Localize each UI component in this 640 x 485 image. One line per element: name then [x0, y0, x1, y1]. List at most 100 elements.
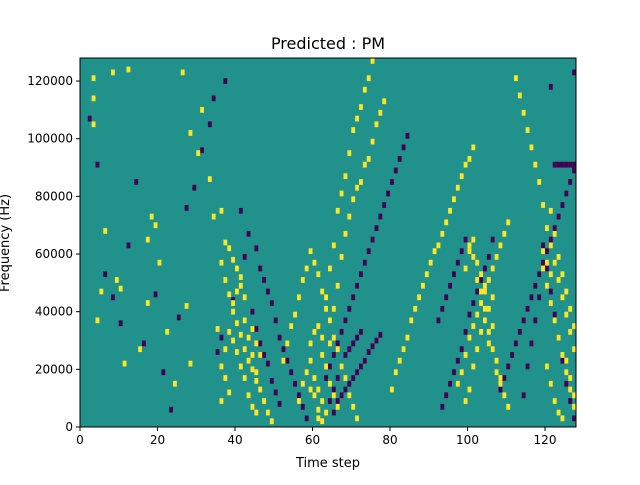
- heatmap-cell-negative-116: [514, 340, 518, 347]
- heatmap-cell-positive-152: [428, 259, 433, 266]
- heatmap-cell-positive-141: [382, 98, 387, 105]
- heatmap-cell-positive-82: [320, 288, 325, 295]
- heatmap-cell-positive-138: [370, 138, 375, 145]
- heatmap-cell-negative-4: [118, 320, 123, 327]
- heatmap-cell-positive-125: [366, 75, 371, 82]
- heatmap-cell-positive-67: [254, 369, 259, 376]
- heatmap-cell-negative-110: [486, 254, 491, 260]
- heatmap-cell-positive-170: [479, 300, 484, 306]
- heatmap-cell-positive-124: [362, 86, 367, 93]
- heatmap-cell-negative-76: [359, 328, 363, 335]
- heatmap-cell-negative-148: [572, 415, 577, 422]
- heatmap-cell-positive-59: [223, 346, 228, 353]
- heatmap-cell-negative-20: [231, 297, 236, 304]
- heatmap-cell-positive-205: [494, 369, 499, 376]
- heatmap-cell-positive-116: [331, 242, 336, 249]
- heatmap-cell-positive-223: [545, 363, 549, 370]
- heatmap-cell-positive-81: [316, 271, 321, 278]
- heatmap-cell-negative-139: [548, 83, 553, 90]
- heatmap-cell-negative-6: [134, 179, 139, 185]
- heatmap-cell-negative-40: [285, 357, 290, 364]
- heatmap-cell-negative-112: [498, 386, 503, 393]
- heatmap-cell-positive-38: [219, 259, 224, 266]
- heatmap-cell-positive-186: [463, 265, 468, 272]
- heatmap-cell-positive-151: [424, 271, 429, 278]
- heatmap-cell-negative-73: [347, 346, 352, 353]
- heatmap-cell-positive-102: [331, 392, 336, 399]
- heatmap-cell-positive-58: [219, 363, 224, 370]
- heatmap-cell-positive-215: [545, 225, 549, 231]
- heatmap-cell-positive-247: [564, 357, 569, 364]
- heatmap-cell-positive-14: [219, 207, 224, 214]
- heatmap-cell-positive-39: [223, 277, 228, 283]
- heatmap-cell-positive-180: [471, 363, 476, 370]
- heatmap-cell-negative-62: [386, 190, 391, 197]
- y-tick-label-4: 80000: [35, 189, 73, 203]
- heatmap-cell-negative-127: [556, 213, 561, 220]
- x-tick-label-1: 20: [150, 433, 165, 447]
- heatmap-cell-negative-69: [331, 386, 336, 393]
- heatmap-cell-negative-66: [401, 144, 406, 151]
- heatmap-cell-negative-153: [521, 392, 526, 399]
- heatmap-cell-positive-9: [157, 259, 162, 266]
- heatmap-cell-negative-146: [564, 380, 569, 387]
- y-tick-label-1: 20000: [35, 362, 73, 376]
- heatmap-cell-negative-59: [374, 225, 379, 231]
- heatmap-cell-positive-53: [238, 363, 243, 370]
- heatmap-cell-negative-150: [533, 317, 538, 324]
- heatmap-cell-positive-109: [316, 406, 321, 413]
- heatmap-cell-positive-244: [541, 248, 546, 255]
- heatmap-cell-negative-98: [440, 403, 445, 410]
- heatmap-cell-positive-28: [122, 360, 127, 367]
- heatmap-cell-positive-187: [467, 248, 472, 255]
- heatmap-cell-positive-153: [432, 248, 437, 255]
- heatmap-cell-positive-168: [471, 323, 476, 329]
- heatmap-cell-negative-119: [525, 305, 530, 312]
- y-tick-label-3: 60000: [35, 247, 73, 261]
- heatmap-cell-negative-70: [335, 375, 340, 381]
- heatmap-cell-positive-42: [235, 320, 239, 327]
- heatmap-cell-negative-95: [455, 259, 460, 266]
- heatmap-cell-positive-233: [568, 305, 573, 312]
- heatmap-cell-positive-143: [393, 369, 398, 376]
- x-tick-label-0: 0: [76, 433, 84, 447]
- heatmap-cell-negative-125: [548, 236, 553, 243]
- heatmap-cell-negative-105: [467, 311, 472, 318]
- heatmap-cell-positive-21: [250, 326, 255, 332]
- heatmap-cell-negative-92: [444, 294, 449, 301]
- heatmap-cell-positive-144: [397, 357, 402, 364]
- heatmap-cell-positive-239: [556, 334, 561, 341]
- heatmap-cell-positive-178: [463, 398, 468, 404]
- heatmap-cell-positive-135: [359, 179, 363, 185]
- heatmap-cell-positive-80: [312, 259, 317, 266]
- heatmap-cell-negative-100: [448, 380, 453, 387]
- heatmap-cell-positive-55: [246, 392, 251, 399]
- heatmap-cell-negative-124: [545, 248, 549, 255]
- heatmap-cell-positive-65: [246, 334, 251, 341]
- heatmap-cell-positive-85: [331, 334, 336, 341]
- heatmap-cell-positive-172: [486, 277, 491, 283]
- heatmap-cell-positive-97: [312, 328, 317, 335]
- heatmap-cell-positive-176: [502, 230, 507, 237]
- heatmap-cell-positive-237: [548, 300, 553, 306]
- heatmap-cell-negative-1: [95, 161, 100, 168]
- heatmap-cell-positive-114: [324, 294, 329, 301]
- heatmap-cell-positive-194: [494, 357, 499, 364]
- heatmap-cell-positive-24: [91, 121, 96, 128]
- heatmap-cell-negative-104: [463, 328, 468, 335]
- heatmap-cell-positive-32: [173, 380, 177, 387]
- heatmap-cell-negative-121: [533, 282, 538, 289]
- heatmap-cell-positive-191: [483, 282, 487, 289]
- heatmap-cell-positive-137: [366, 156, 371, 162]
- heatmap-cell-positive-15: [223, 239, 228, 246]
- heatmap-cell-negative-36: [269, 300, 274, 306]
- heatmap-cell-positive-36: [207, 176, 212, 182]
- plot-area: [79, 57, 577, 428]
- heatmap-cell-negative-82: [351, 375, 356, 381]
- heatmap-cell-negative-22: [242, 254, 247, 260]
- heatmap-cell-positive-51: [231, 337, 236, 344]
- heatmap-cell-positive-110: [320, 418, 325, 425]
- heatmap-cell-negative-18: [219, 334, 224, 341]
- heatmap-cell-positive-195: [498, 375, 503, 381]
